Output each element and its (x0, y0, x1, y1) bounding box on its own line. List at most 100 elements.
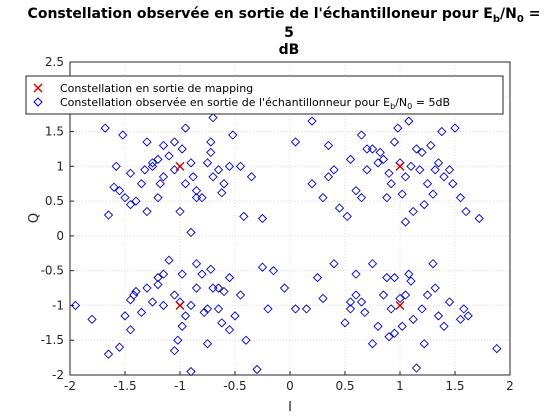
observed-point (158, 300, 169, 311)
observed-point (422, 179, 433, 189)
x-tick-label: 0 (286, 379, 294, 393)
observed-point (252, 364, 262, 375)
x-tick-label: 0.5 (335, 379, 354, 393)
y-tick-label: 1.5 (45, 125, 64, 139)
legend-box (25, 75, 504, 115)
observed-point (140, 165, 150, 175)
observed-point (208, 113, 218, 123)
y-tick-label: -2 (52, 368, 64, 382)
observed-point (125, 168, 136, 178)
observed-point (257, 213, 268, 224)
observed-point (213, 304, 224, 314)
observed-point (206, 147, 216, 158)
observed-point (131, 196, 141, 206)
observed-point (430, 283, 440, 293)
observed-point (430, 165, 440, 175)
observed-point (180, 123, 191, 133)
observed-point (386, 179, 396, 189)
legend: Constellation en sortie de mapping Const… (25, 75, 504, 115)
observed-point (217, 188, 227, 198)
observed-point (100, 123, 110, 133)
observed-point (199, 307, 209, 318)
observed-point (202, 158, 213, 168)
observed-point (345, 154, 356, 165)
observed-point (400, 217, 411, 227)
y-axis-label: Q (27, 213, 42, 223)
observed-point (131, 286, 141, 297)
observed-point (417, 147, 427, 158)
observed-point (362, 165, 372, 175)
observed-point (125, 199, 136, 210)
observed-point (417, 304, 427, 314)
observed-point (263, 304, 273, 314)
observed-point (382, 192, 392, 203)
observed-point (175, 206, 185, 217)
observed-point (228, 130, 238, 140)
observed-point (217, 318, 227, 328)
observed-point (342, 211, 352, 222)
observed-point (188, 172, 198, 182)
observed-point (411, 363, 422, 373)
observed-point (459, 304, 469, 314)
chart-title: Constellation observée en sortie de l'éc… (28, 6, 541, 25)
observed-point (241, 335, 251, 345)
observed-point (323, 140, 334, 151)
observed-point (433, 311, 444, 321)
observed-point (120, 311, 130, 321)
observed-point (345, 304, 356, 314)
y-ticks: -2-1.5-1-0.500.511.522.5 (41, 55, 74, 382)
observed-point (230, 311, 240, 321)
x-tick-label: -0.5 (223, 379, 246, 393)
observed-point (235, 161, 246, 171)
observed-point (153, 279, 163, 290)
observed-point (360, 307, 370, 318)
observed-point (169, 346, 180, 356)
observed-point (208, 172, 218, 182)
observed-point (224, 272, 235, 283)
observed-point (400, 290, 411, 300)
observed-point (158, 269, 169, 279)
observed-point (224, 325, 235, 335)
title-sub1: b (493, 14, 500, 25)
observed-point (180, 179, 191, 189)
observed-point (180, 311, 191, 321)
observed-point (142, 137, 152, 147)
observed-point (120, 192, 130, 203)
observed-point (87, 314, 97, 324)
observed-point (279, 283, 290, 293)
observed-point (155, 179, 165, 189)
observed-point (406, 276, 416, 286)
observed-point (186, 158, 196, 168)
observed-point (356, 297, 367, 307)
observed-point (153, 192, 163, 203)
observed-point (202, 339, 213, 349)
mapping-point (175, 300, 185, 310)
observed-point (474, 213, 484, 224)
observed-point (142, 206, 152, 217)
observed-point (378, 290, 389, 300)
data-points (70, 113, 502, 377)
observed-point (177, 144, 187, 154)
observed-point (142, 283, 152, 293)
observed-point (389, 272, 400, 283)
observed-point (197, 269, 207, 279)
observed-point (147, 158, 158, 168)
observed-point (153, 154, 163, 165)
x-ticks: -2 -1.5 -1 -0.5 0 0.5 1 1.5 2 (64, 371, 514, 393)
observed-point (329, 259, 339, 269)
observed-point (301, 304, 312, 314)
y-tick-label: -0.5 (41, 264, 64, 278)
observed-point (356, 192, 367, 203)
observed-point (400, 172, 411, 182)
title-sub2: 0 (517, 14, 524, 25)
observed-point (373, 158, 383, 168)
observed-point (103, 210, 114, 220)
observed-point (164, 255, 174, 265)
observed-point (375, 147, 385, 158)
observed-point (367, 339, 378, 349)
y-tick-label: 0.5 (45, 194, 64, 208)
observed-point (158, 140, 169, 151)
chart-title-line3: dB (279, 42, 300, 58)
title-end: = (524, 6, 541, 22)
